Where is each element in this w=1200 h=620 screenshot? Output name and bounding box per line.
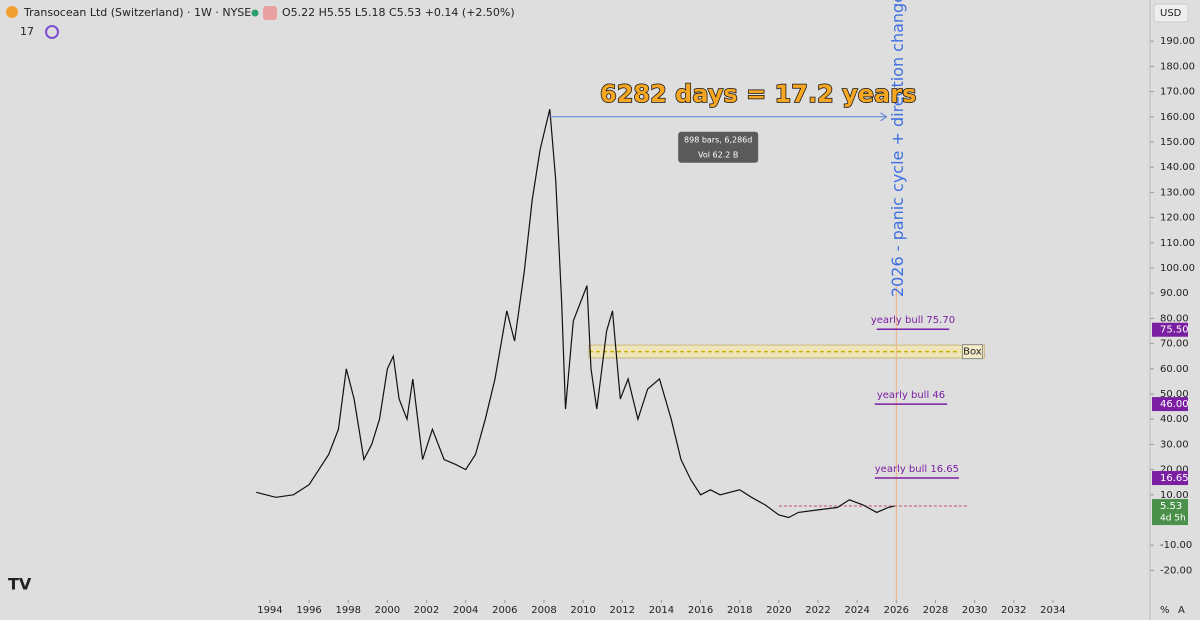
x-tick-label: 1994 xyxy=(257,605,282,616)
x-tick-label: 2006 xyxy=(492,605,517,616)
x-tick-label: 2002 xyxy=(414,605,439,616)
y-tick-label: 10.00 xyxy=(1160,490,1189,501)
symbol-title: Transocean Ltd (Switzerland) · 1W · NYSE xyxy=(23,6,251,19)
y-tick-label: 70.00 xyxy=(1160,339,1189,350)
y-tick-label: 170.00 xyxy=(1160,87,1195,98)
level-tag-label: 46.00 xyxy=(1160,399,1189,410)
status-dot xyxy=(251,9,259,17)
x-tick-label: 2024 xyxy=(844,605,869,616)
indicator-icon[interactable] xyxy=(45,25,59,39)
x-tick-label: 2034 xyxy=(1040,605,1065,616)
y-tick-label: -20.00 xyxy=(1160,565,1192,576)
level-tag xyxy=(1152,322,1188,337)
y-tick-label: 30.00 xyxy=(1160,439,1189,450)
y-tick-label: 130.00 xyxy=(1160,187,1195,198)
countdown: 4d 5h xyxy=(1160,514,1186,524)
symbol-logo xyxy=(6,6,18,18)
y-tick-label: 140.00 xyxy=(1160,162,1195,173)
level-label: yearly bull 46 xyxy=(877,390,945,401)
percent-button[interactable]: % xyxy=(1160,605,1170,616)
y-tick-label: 160.00 xyxy=(1160,112,1195,123)
x-tick-label: 2000 xyxy=(375,605,400,616)
level-label: yearly bull 16.65 xyxy=(875,464,959,475)
x-tick-label: 2012 xyxy=(610,605,635,616)
last-price-tag xyxy=(1152,499,1188,526)
ohlc: O5.22 H5.55 L5.18 C5.53 +0.14 (+2.50%) xyxy=(282,6,515,19)
level-tag-label: 75.50 xyxy=(1160,325,1189,336)
x-tick-label: 1996 xyxy=(296,605,321,616)
y-tick-label: 50.00 xyxy=(1160,389,1189,400)
level-tag-label: 16.65 xyxy=(1160,473,1189,484)
y-tick-label: 110.00 xyxy=(1160,238,1195,249)
y-tick-label: -10.00 xyxy=(1160,540,1192,551)
y-tick-label: 90.00 xyxy=(1160,288,1189,299)
y-tick-label: 20.00 xyxy=(1160,465,1189,476)
y-tick-label: 80.00 xyxy=(1160,313,1189,324)
x-tick-label: 2008 xyxy=(531,605,556,616)
currency-box[interactable] xyxy=(1153,3,1189,23)
level-tag xyxy=(1152,471,1188,486)
x-tick-label: 2030 xyxy=(962,605,987,616)
x-tick-label: 2018 xyxy=(727,605,752,616)
y-tick-label: 190.00 xyxy=(1160,36,1195,47)
level-tag xyxy=(1152,397,1188,412)
flag xyxy=(263,6,277,20)
tooltip-line: Vol 62.2 B xyxy=(698,150,738,159)
x-tick-label: 2014 xyxy=(649,605,674,616)
cycle-note: 2026 - panic cycle + direction change xyxy=(888,0,907,297)
currency[interactable]: USD xyxy=(1160,8,1182,19)
y-tick-label: 180.00 xyxy=(1160,61,1195,72)
x-tick-label: 2026 xyxy=(884,605,909,616)
measure-tooltip xyxy=(678,131,759,163)
measure-arrow xyxy=(880,112,888,122)
x-tick-label: 2022 xyxy=(805,605,830,616)
x-tick-label: 2028 xyxy=(923,605,948,616)
y-tick-label: 120.00 xyxy=(1160,213,1195,224)
x-tick-label: 1998 xyxy=(336,605,361,616)
last-price-label: 5.53 xyxy=(1160,501,1182,512)
box-label: Box xyxy=(963,347,982,358)
indicator-count: 17 xyxy=(20,25,34,38)
x-tick-label: 2016 xyxy=(688,605,713,616)
x-tick-label: 2004 xyxy=(453,605,478,616)
x-tick-label: 2020 xyxy=(766,605,791,616)
y-tick-label: 100.00 xyxy=(1160,263,1195,274)
x-tick-label: 2010 xyxy=(570,605,595,616)
x-tick-label: 2032 xyxy=(1001,605,1026,616)
level-label: yearly bull 75.70 xyxy=(871,315,955,326)
price-series xyxy=(256,109,895,519)
box-label-bg xyxy=(961,344,983,360)
logo: TV xyxy=(8,575,32,594)
auto-button[interactable]: A xyxy=(1178,605,1185,616)
y-tick-label: 150.00 xyxy=(1160,137,1195,148)
tooltip-line: 898 bars, 6,286d xyxy=(684,135,752,144)
measure-headline: 6282 days = 17.2 years xyxy=(600,80,916,108)
y-tick-label: 60.00 xyxy=(1160,364,1189,375)
y-tick-label: 40.00 xyxy=(1160,414,1189,425)
